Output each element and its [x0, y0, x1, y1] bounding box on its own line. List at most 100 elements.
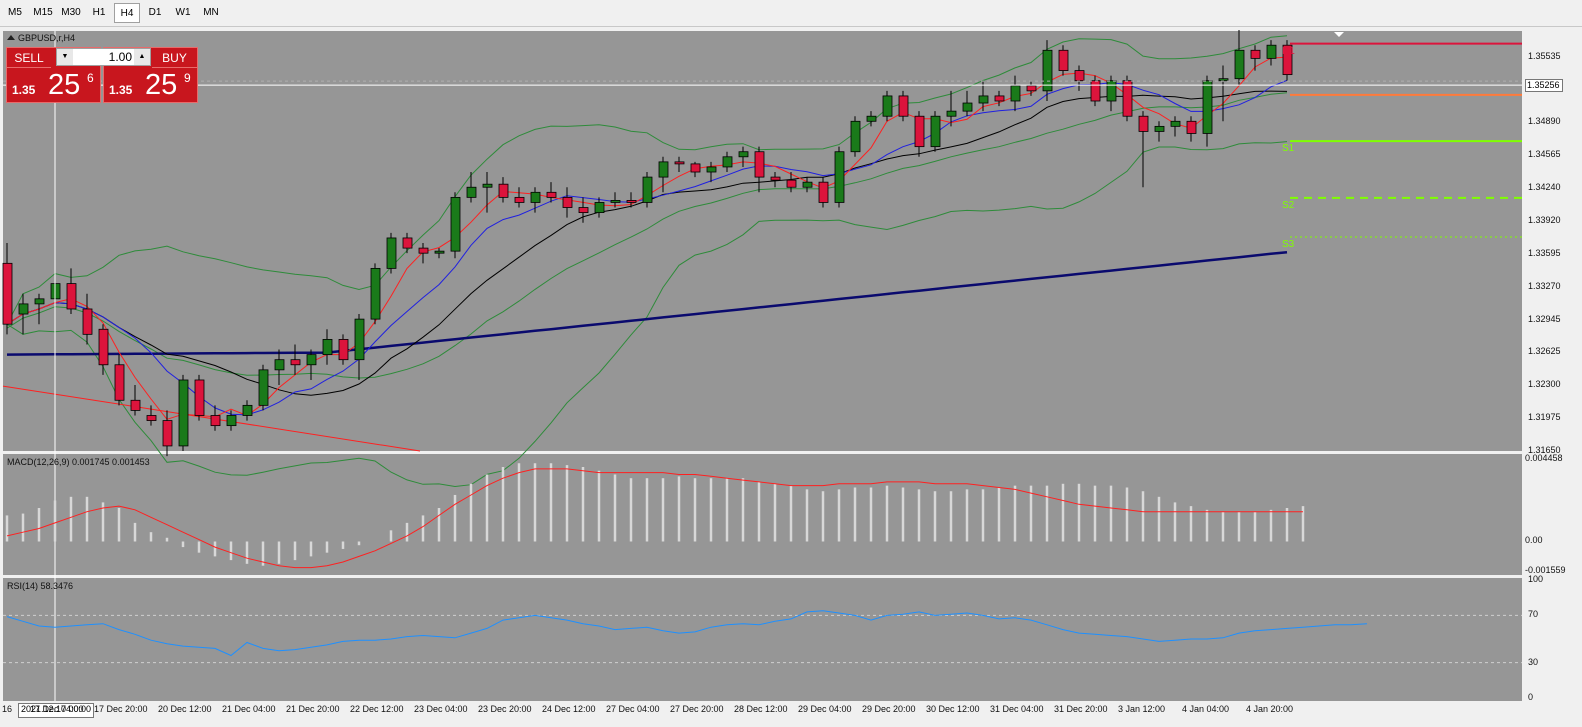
candle-body: [818, 181, 829, 203]
price-axis-label: 1.31650: [1528, 445, 1561, 455]
candle-body: [994, 95, 1005, 102]
price-axis-label: 1.34565: [1528, 149, 1561, 160]
time-axis-label: 24 Dec 12:00: [542, 704, 596, 714]
rsi-axis-label: 70: [1528, 609, 1539, 620]
candle-body: [274, 359, 285, 371]
macd-signal-line: [6, 468, 1303, 569]
buy-label: BUY: [152, 50, 197, 68]
candle-body: [386, 237, 397, 269]
crosshair-date-tag: 2021.12.17 00:00: [18, 703, 95, 718]
time-axis-label: 23 Dec 04:00: [414, 704, 468, 714]
sell-button[interactable]: SELL 1.35 25 6: [6, 47, 101, 103]
timeframe-d1[interactable]: D1: [148, 7, 162, 18]
candle-body: [354, 318, 365, 361]
time-axis-label: 4 Jan 04:00: [1182, 704, 1230, 714]
candle-body: [786, 179, 797, 188]
time-axis-label: 31 Dec 20:00: [1054, 704, 1108, 714]
lot-decrease-icon[interactable]: ▼: [57, 49, 73, 65]
candle-body: [930, 115, 941, 148]
candle-body: [578, 207, 589, 213]
candle-body: [1202, 80, 1213, 134]
price-axis-label: 1.34240: [1528, 182, 1561, 193]
timeframe-w1[interactable]: W1: [175, 7, 191, 18]
candle-body: [1250, 49, 1261, 59]
candle-body: [1026, 85, 1037, 92]
timeframe-m5[interactable]: M5: [8, 7, 22, 18]
time-axis-label: 16: [2, 704, 13, 714]
candle-body: [18, 303, 29, 315]
main-chart-panel[interactable]: [3, 31, 1522, 451]
candle-body: [1058, 49, 1069, 71]
candle-body: [162, 420, 173, 447]
timeframe-m15[interactable]: M15: [33, 7, 53, 18]
time-axis-label: 3 Jan 12:00: [1118, 704, 1166, 714]
candle-body: [482, 183, 493, 188]
candle-body: [450, 196, 461, 252]
rsi-axis-label: 30: [1528, 656, 1539, 667]
time-axis-label: 29 Dec 20:00: [862, 704, 916, 714]
candle-body: [802, 181, 813, 188]
candle-body: [706, 166, 717, 173]
buy-price-prefix: 1.35: [109, 83, 133, 97]
candle-body: [1010, 85, 1021, 102]
pivot-label-s3: S3: [1282, 238, 1295, 250]
bollinger-lower-line: [6, 141, 1288, 488]
candle-body: [610, 200, 621, 203]
candle-body: [738, 151, 749, 158]
candle-body: [66, 283, 77, 310]
candle-body: [194, 379, 205, 416]
rsi-line: [6, 610, 1368, 657]
time-axis-label: 22 Dec 12:00: [350, 704, 404, 714]
timeframe-h4[interactable]: H4: [114, 3, 140, 23]
sell-label: SELL: [7, 50, 51, 68]
price-axis-label: 1.33595: [1528, 247, 1561, 258]
rsi-axis-label: 100: [1528, 574, 1544, 584]
candle-body: [82, 308, 93, 335]
timeframe-m30[interactable]: M30: [61, 7, 81, 18]
collapse-triangle-icon[interactable]: [7, 35, 15, 40]
candle-body: [1282, 44, 1293, 76]
pivot-label-r1: R1: [1282, 45, 1295, 57]
price-axis-label: 1.31975: [1528, 412, 1561, 423]
rsi-panel[interactable]: [3, 578, 1522, 701]
macd-panel[interactable]: [3, 454, 1522, 575]
price-axis-label: 1.35535: [1528, 50, 1561, 61]
lot-increase-icon[interactable]: ▲: [134, 49, 150, 65]
time-axis-label: 30 Dec 12:00: [926, 704, 980, 714]
candle-body: [130, 399, 141, 411]
candle-body: [1090, 80, 1101, 102]
sell-price-big: 25: [48, 69, 81, 101]
candle-body: [514, 196, 525, 203]
macd-axis-label: -0.001559: [1525, 564, 1566, 575]
pivot-label-s1: S1: [1282, 143, 1295, 155]
candle-body: [882, 95, 893, 117]
candle-body: [722, 156, 733, 168]
candle-body: [626, 200, 637, 203]
time-axis-label: 21 Dec 20:00: [286, 704, 340, 714]
candle-body: [674, 161, 685, 165]
candle-body: [850, 120, 861, 153]
timeframe-mn[interactable]: MN: [203, 7, 219, 18]
candle-body: [946, 110, 957, 117]
macd-title: MACD(12,26,9) 0.001745 0.001453: [7, 457, 150, 467]
sell-price-prefix: 1.35: [12, 83, 36, 97]
bollinger-upper-line: [6, 35, 1288, 325]
lot-size-field[interactable]: ▼ 1.00 ▲: [56, 48, 151, 66]
bollinger-middle-line: [6, 92, 1288, 379]
sell-price-sup: 6: [87, 71, 94, 85]
candle-body: [370, 267, 381, 320]
bid-price-tag: 1.35256: [1525, 79, 1563, 92]
main-chart-title: GBPUSD,r,H4: [18, 33, 76, 43]
candle-body: [226, 415, 237, 427]
candle-body: [978, 95, 989, 104]
time-axis-label: 28 Dec 12:00: [734, 704, 788, 714]
candle-body: [690, 163, 701, 173]
time-axis-label: 27 Dec 20:00: [670, 704, 724, 714]
candle-body: [2, 262, 13, 325]
candle-body: [1266, 44, 1277, 59]
time-axis-label: 17 Dec 20:00: [94, 704, 148, 714]
candle-body: [210, 415, 221, 427]
timeframe-h1[interactable]: H1: [92, 7, 106, 18]
macd-axis-label: 0.004458: [1525, 452, 1563, 463]
